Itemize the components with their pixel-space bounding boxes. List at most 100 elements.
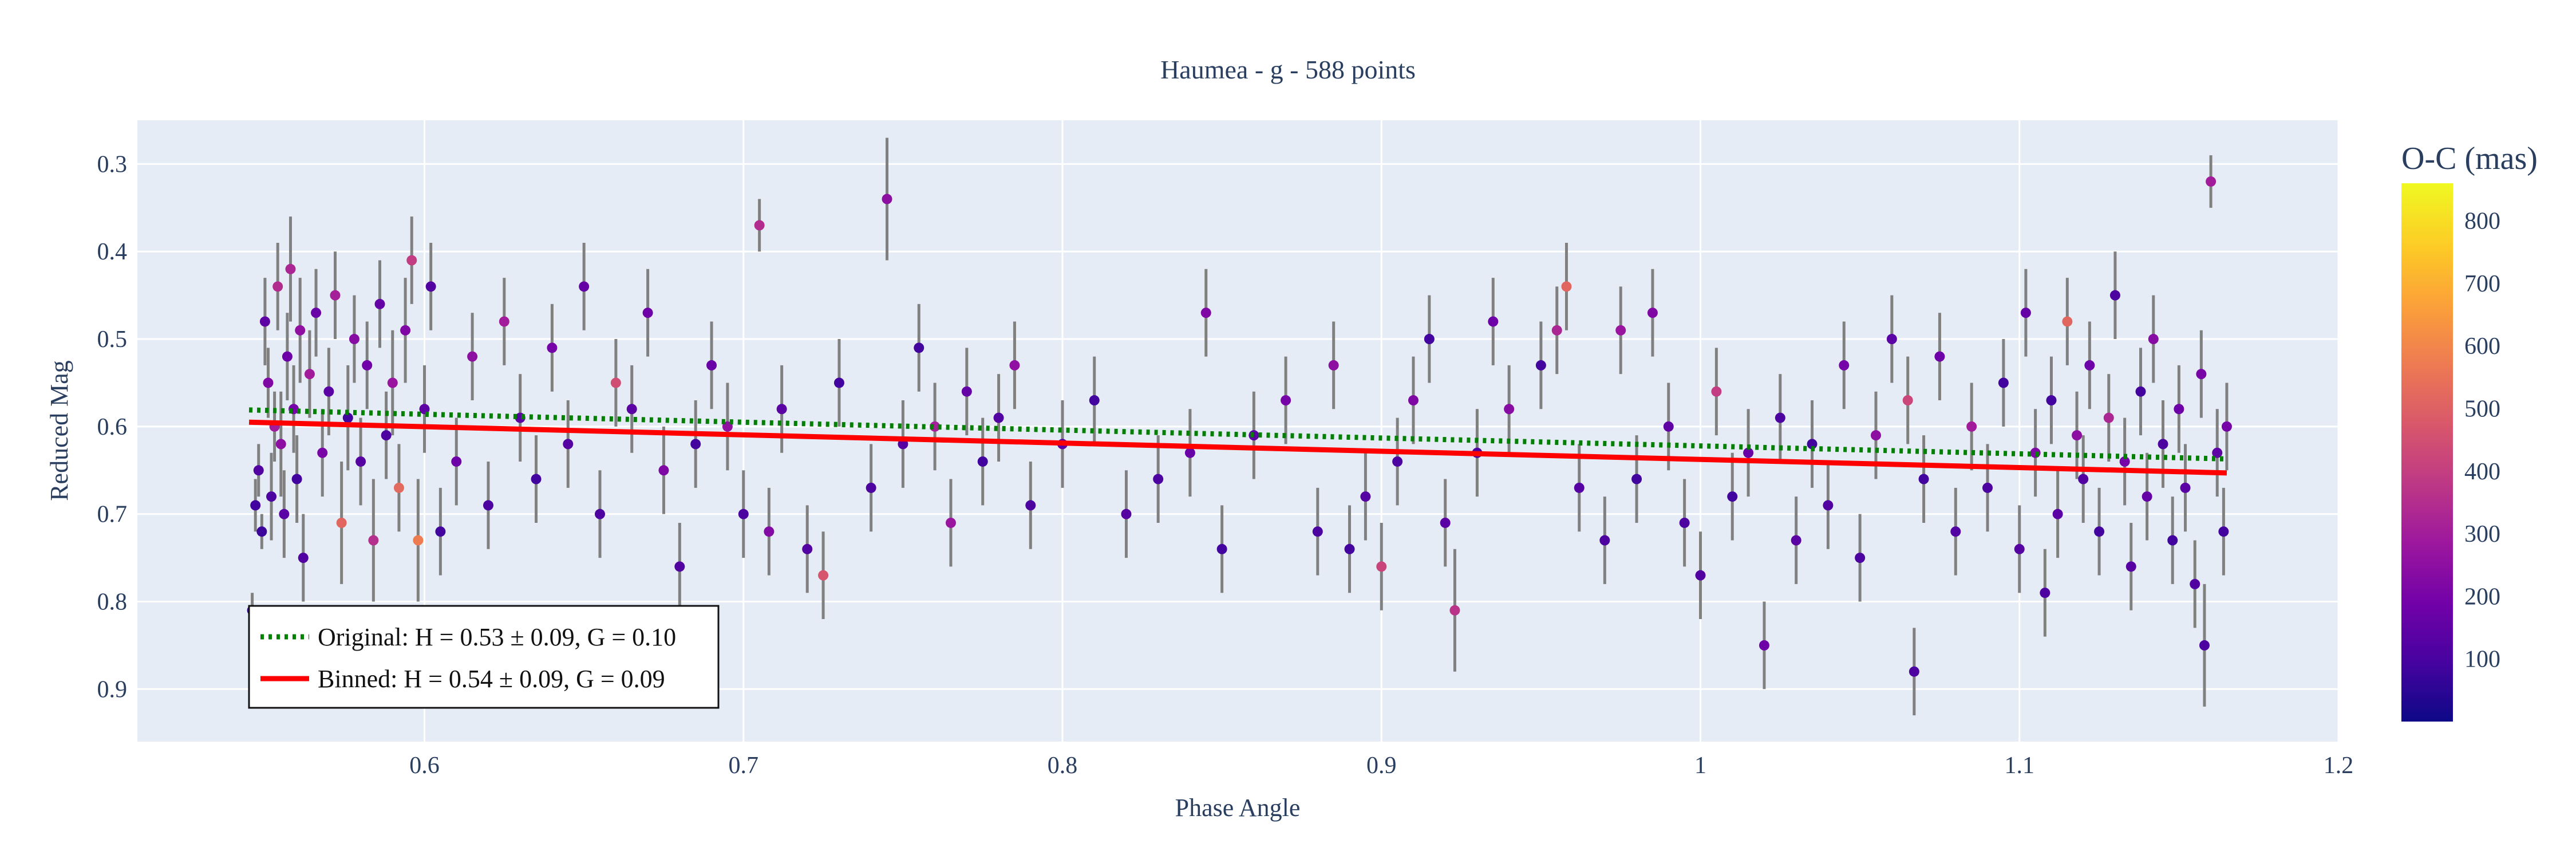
data-point bbox=[2119, 456, 2130, 467]
data-point bbox=[425, 281, 436, 292]
data-point bbox=[2135, 386, 2146, 397]
data-point bbox=[295, 325, 306, 336]
data-point bbox=[355, 456, 366, 467]
data-point bbox=[674, 561, 685, 572]
data-point bbox=[1615, 325, 1626, 336]
data-point bbox=[393, 482, 404, 493]
data-point bbox=[362, 360, 373, 371]
data-point bbox=[1599, 535, 1610, 546]
data-point bbox=[2040, 588, 2050, 598]
data-point bbox=[1966, 421, 1977, 432]
data-point bbox=[1998, 377, 2009, 388]
data-point bbox=[563, 439, 574, 450]
data-point bbox=[1408, 395, 1419, 406]
y-tick-label: 0.7 bbox=[97, 502, 128, 528]
colorbar-tick-label: 200 bbox=[2464, 584, 2500, 610]
data-point bbox=[2180, 482, 2191, 493]
data-point bbox=[2142, 491, 2152, 502]
data-point bbox=[802, 543, 813, 554]
y-tick-label: 0.8 bbox=[97, 589, 128, 615]
data-point bbox=[1281, 395, 1291, 406]
data-point bbox=[690, 439, 701, 450]
data-point bbox=[1488, 316, 1499, 327]
y-tick-label: 0.6 bbox=[97, 414, 128, 440]
legend: Original: H = 0.53 ± 0.09, G = 0.10 Binn… bbox=[248, 605, 720, 709]
data-point bbox=[1376, 561, 1387, 572]
colorbar-tick-label: 100 bbox=[2464, 647, 2500, 673]
data-point bbox=[642, 308, 653, 318]
colorbar-ticks: 100 200 300 400 500 600 700 800 bbox=[2464, 208, 2500, 673]
x-tick-label: 1.1 bbox=[2005, 752, 2035, 779]
data-point bbox=[1855, 553, 1866, 564]
x-tick-label: 0.6 bbox=[409, 752, 440, 779]
data-point bbox=[2062, 316, 2073, 327]
data-point bbox=[250, 500, 261, 511]
x-tick-label: 1 bbox=[1694, 752, 1706, 779]
data-point bbox=[1839, 360, 1850, 371]
data-point bbox=[914, 342, 924, 353]
colorbar-gradient bbox=[2401, 183, 2453, 722]
x-tick-label: 0.7 bbox=[729, 752, 759, 779]
data-point bbox=[1344, 543, 1355, 554]
data-point bbox=[1823, 500, 1834, 511]
data-point bbox=[1153, 474, 1164, 484]
data-point bbox=[610, 377, 621, 388]
data-point bbox=[1184, 447, 1195, 458]
y-tick-label: 0.3 bbox=[97, 151, 128, 178]
data-point bbox=[1025, 500, 1036, 511]
data-point bbox=[374, 298, 385, 309]
data-point bbox=[1200, 308, 1211, 318]
data-point bbox=[1902, 395, 1913, 406]
data-point bbox=[1791, 535, 1801, 546]
data-point bbox=[272, 281, 283, 292]
x-axis-title: Phase Angle bbox=[1175, 794, 1301, 822]
data-point bbox=[336, 517, 347, 528]
data-point bbox=[349, 334, 359, 345]
data-point bbox=[2206, 176, 2217, 187]
data-point bbox=[2052, 509, 2063, 519]
legend-label-original: Original: H = 0.53 ± 0.09, G = 0.10 bbox=[318, 623, 676, 651]
data-point bbox=[253, 465, 264, 476]
data-point bbox=[1759, 640, 1769, 651]
data-point bbox=[595, 509, 606, 519]
data-point bbox=[1934, 351, 1945, 362]
y-tick-labels: 0.3 0.4 0.5 0.6 0.7 0.8 0.9 bbox=[97, 151, 128, 703]
data-point bbox=[2109, 290, 2120, 301]
data-point bbox=[866, 482, 876, 493]
data-point bbox=[2020, 308, 2031, 318]
data-point bbox=[531, 474, 542, 484]
data-point bbox=[419, 404, 430, 415]
data-point bbox=[1121, 509, 1132, 519]
data-point bbox=[323, 386, 334, 397]
data-point bbox=[435, 526, 446, 537]
data-point bbox=[1449, 605, 1460, 616]
data-point bbox=[381, 430, 392, 441]
y-tick-label: 0.9 bbox=[97, 676, 128, 703]
data-point bbox=[256, 526, 267, 537]
data-point bbox=[2190, 578, 2200, 589]
data-point bbox=[2218, 526, 2229, 537]
colorbar-title: O-C (mas) bbox=[2401, 141, 2538, 176]
data-point bbox=[317, 447, 328, 458]
data-point bbox=[1727, 491, 1738, 502]
data-point bbox=[1695, 570, 1706, 581]
data-point bbox=[298, 553, 309, 564]
data-point bbox=[2103, 412, 2114, 423]
data-point bbox=[1009, 360, 1020, 371]
data-point bbox=[1535, 360, 1546, 371]
colorbar-tick-label: 300 bbox=[2464, 521, 2500, 547]
data-point bbox=[1216, 543, 1227, 554]
colorbar: O-C (mas) 100 200 300 400 500 600 700 800 bbox=[2401, 141, 2538, 722]
data-point bbox=[1775, 412, 1785, 423]
data-point bbox=[2158, 439, 2168, 450]
data-point bbox=[776, 404, 787, 415]
data-point bbox=[1982, 482, 1993, 493]
data-point bbox=[658, 465, 669, 476]
data-point bbox=[2014, 543, 2025, 554]
data-point bbox=[2078, 474, 2089, 484]
data-point bbox=[1089, 395, 1100, 406]
colorbar-tick-label: 700 bbox=[2464, 271, 2500, 297]
x-tick-label: 1.2 bbox=[2324, 752, 2354, 779]
data-point bbox=[1950, 526, 1961, 537]
